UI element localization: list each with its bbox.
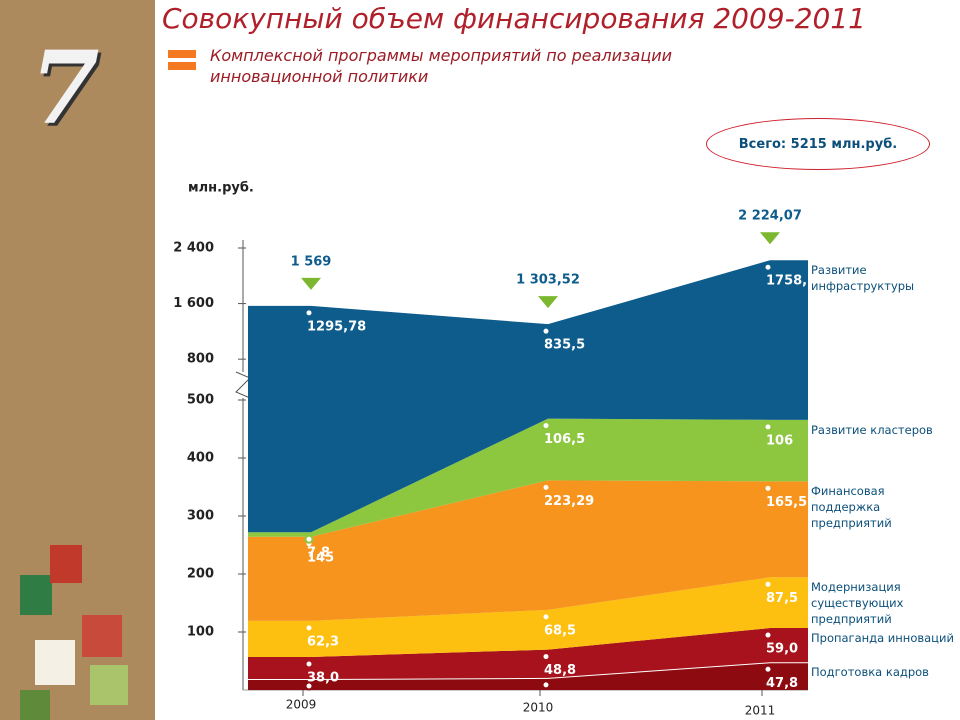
area-edge [248, 620, 311, 657]
point [304, 659, 314, 669]
point [763, 664, 773, 674]
legend-label: Развитие кластеров [811, 422, 933, 437]
y-tick-label: 800 [187, 352, 214, 367]
area-edge [248, 679, 311, 690]
total-note: Всего: 5215 млн.руб. [706, 118, 930, 170]
area-edge [770, 481, 808, 578]
value-label: 62,3 [307, 634, 339, 649]
value-label: 145 [307, 550, 334, 565]
value-label: 165,5 [766, 495, 807, 510]
y-tick-label: 300 [187, 509, 214, 524]
area [311, 418, 770, 537]
total-label: 1 303,52 [516, 273, 580, 288]
y-tick-label: 500 [187, 393, 214, 408]
area-edge [770, 260, 808, 420]
y-tick-label: 100 [187, 625, 214, 640]
value-label: 1295,78 [307, 319, 366, 334]
total-marker [760, 232, 780, 245]
point [763, 422, 773, 432]
point [541, 421, 551, 431]
legend-label: Развитие инфраструктуры [811, 263, 915, 294]
value-label: 18,9 [307, 693, 339, 708]
value-label: 87,5 [766, 591, 798, 606]
point [763, 630, 773, 640]
total-marker [301, 277, 321, 290]
total-marker [538, 296, 558, 309]
point [304, 534, 314, 544]
value-label: 48,8 [544, 663, 576, 678]
value-label: 20,9 [544, 691, 576, 706]
point [304, 623, 314, 633]
legend-label: Пропаганда инноваций [811, 631, 954, 646]
total-label: 1 569 [291, 254, 332, 269]
area [311, 480, 770, 621]
area-edge [770, 662, 808, 690]
value-label: 59,0 [766, 642, 798, 657]
value-label: 47,8 [766, 676, 798, 691]
area [311, 662, 770, 690]
x-tick-label: 2009 [286, 698, 317, 712]
point [304, 681, 314, 691]
collage [20, 545, 128, 720]
area-edge [248, 536, 311, 621]
y-tick-label: 1 600 [173, 296, 214, 311]
equals-sign [168, 50, 196, 58]
point [763, 579, 773, 589]
point [541, 680, 551, 690]
area-edge [770, 628, 808, 663]
y-tick-label: 400 [187, 451, 214, 466]
axis-break [235, 371, 251, 399]
y-tick-label: 200 [187, 567, 214, 582]
x-tick-label: 2010 [523, 701, 554, 715]
side-strip: 7 [0, 0, 155, 720]
area [311, 577, 770, 657]
point [541, 652, 551, 662]
area-edge [770, 419, 808, 482]
point [304, 308, 314, 318]
y-axis-label: млн.руб. [188, 181, 254, 196]
value-label: 68,5 [544, 623, 576, 638]
value-label: 7,8 [307, 546, 330, 561]
logo: 7 [30, 29, 100, 147]
value-label: 835,5 [544, 338, 585, 353]
y-tick-label: 2 400 [173, 241, 214, 256]
point [541, 482, 551, 492]
legend-label: Модернизация существующих предприятий [811, 580, 904, 627]
area-edge [248, 532, 311, 537]
point [541, 326, 551, 336]
total-label: 2 224,07 [738, 209, 802, 224]
point [763, 483, 773, 493]
area-edge [248, 305, 311, 533]
area-edge [770, 577, 808, 629]
subtitle: Комплексной программы мероприятий по реа… [210, 46, 673, 86]
point [541, 612, 551, 622]
value-label: 106 [766, 433, 793, 448]
point [763, 262, 773, 272]
value-label: 1758,2 [766, 274, 816, 289]
x-tick-label: 2011 [745, 704, 776, 718]
area [311, 628, 770, 680]
legend-label: Подготовка кадров [811, 665, 929, 680]
value-label: 223,29 [544, 494, 594, 509]
area-edge [248, 656, 311, 680]
legend-label: Финансовая поддержка предприятий [811, 484, 892, 531]
value-label: 38,0 [307, 670, 339, 685]
area [311, 260, 770, 533]
title: Совокупный объем финансирования 2009-201… [162, 2, 866, 35]
value-label: 106,5 [544, 432, 585, 447]
